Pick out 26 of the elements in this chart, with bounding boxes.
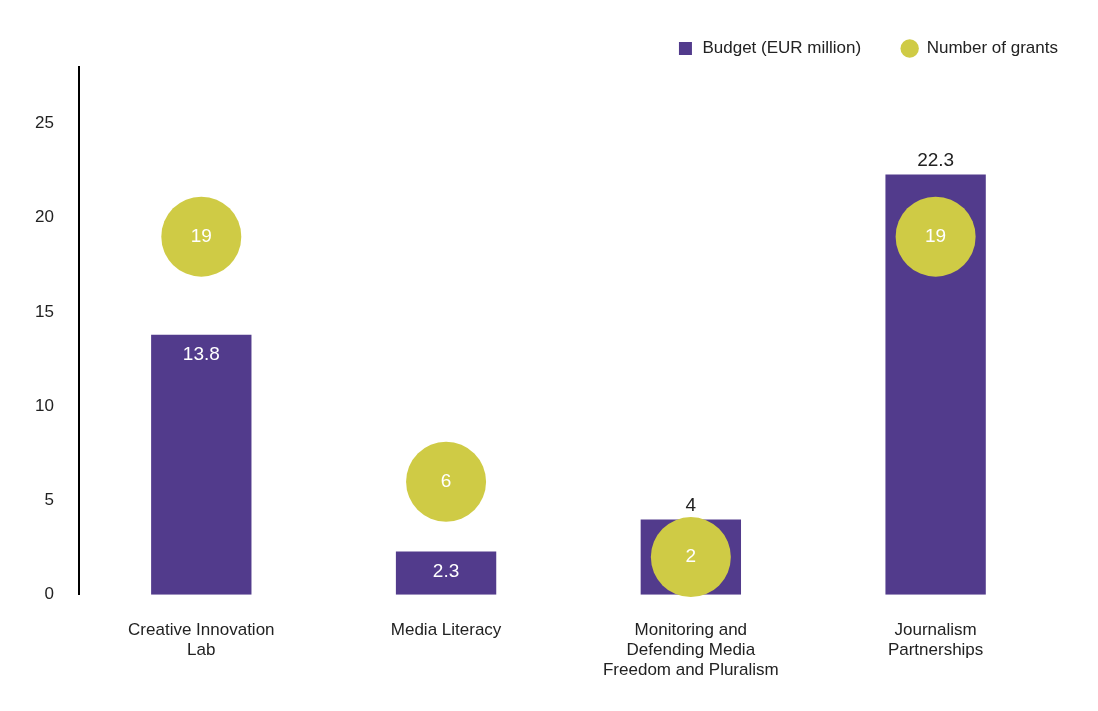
data-label: 22.3 (917, 148, 955, 170)
y-tick-label: 0 (44, 584, 54, 604)
data-label: 2 (685, 545, 697, 567)
data-label: 19 (925, 224, 947, 246)
data-label: 2.3 (432, 559, 460, 581)
bar (395, 551, 497, 595)
point (161, 196, 242, 277)
x-tick-label: Creative Innovation Lab (128, 619, 275, 660)
data-label: 13.8 (182, 342, 220, 364)
data-label: 19 (190, 224, 212, 246)
y-tick-label: 20 (34, 207, 54, 227)
legend-label: Number of grants (926, 38, 1059, 58)
y-tick-label: 25 (34, 113, 54, 133)
point (650, 517, 731, 598)
y-tick-label: 15 (34, 301, 54, 321)
y-tick-label: 5 (44, 490, 54, 510)
point (406, 441, 487, 522)
bar (151, 334, 252, 595)
x-tick-label: Journalism Partnerships (887, 619, 984, 660)
x-tick-label: Media Literacy (390, 619, 502, 639)
x-tick-label: Monitoring and Defending Media Freedom and Pluralism (602, 619, 779, 680)
data-label: 6 (440, 469, 452, 491)
legend-label: Budget (EUR million) (702, 38, 862, 58)
y-tick-label: 10 (34, 395, 54, 415)
data-label: 4 (685, 493, 697, 515)
point (895, 196, 976, 277)
